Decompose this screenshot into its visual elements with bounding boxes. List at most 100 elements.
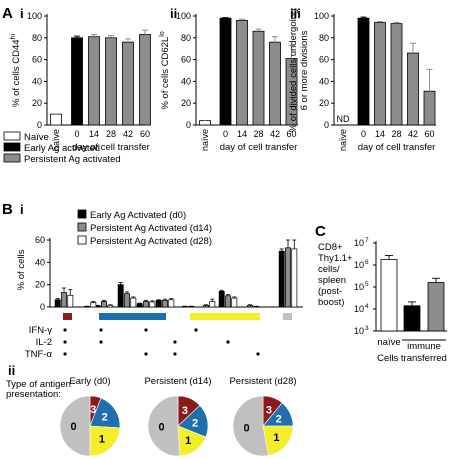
x-axis-label: Cells transferred [377, 353, 447, 364]
y-tick-label: 60 [32, 55, 42, 65]
row-label-2: TNF-α [25, 349, 53, 360]
sub-label-bii: ii [8, 363, 15, 378]
pie-title-1: Persistent (d14) [144, 376, 211, 387]
bar-2-7 [209, 301, 216, 308]
y-axis-label-main: % of cells CD44 [11, 39, 22, 107]
bar-0-4 [136, 303, 143, 308]
combo-dot [173, 352, 177, 356]
legend-b-label-1: Persistent Ag Activated (d14) [90, 223, 212, 234]
y-axis-label: CD8+ [318, 242, 343, 253]
y-tick-label: 20 [35, 280, 45, 290]
bar-14 [236, 19, 248, 126]
x-axis-label: day of cell transfer [358, 142, 436, 153]
y-axis-label: cells/ [318, 264, 340, 275]
bar-2-0 [67, 294, 74, 308]
combo-dot [99, 340, 103, 344]
y-tick-label: 10 [354, 260, 364, 270]
category-bar-1 [190, 313, 260, 320]
panel-label-a: A [2, 5, 13, 22]
y-tick-exp: 5 [365, 281, 369, 288]
pie-slice-0-1 [89, 425, 121, 457]
y-axis-label: % of cells [16, 249, 27, 290]
y-tick-label: 0 [324, 120, 329, 130]
bar-1-3 [124, 293, 130, 308]
x-tick-label: 14 [375, 129, 385, 139]
y-tick-exp: 4 [365, 303, 369, 310]
y-tick-base: 10 [354, 260, 364, 270]
x-tick-label: 14 [89, 129, 99, 139]
y-axis-label: (post- [318, 286, 342, 297]
x-tick-label: 42 [408, 129, 418, 139]
pie-label: 3 [182, 405, 188, 417]
y-tick-exp: 6 [365, 259, 369, 266]
bar-2-2 [107, 304, 114, 308]
x-tick-label: naïve [377, 337, 400, 348]
y-tick-label: 0 [37, 120, 42, 130]
y-tick-label: 60 [181, 55, 191, 65]
pie-label: 2 [192, 418, 198, 430]
y-tick-base: 10 [354, 304, 364, 314]
y-axis-label: boost) [318, 297, 344, 308]
bar-1-4 [143, 301, 149, 308]
y-axis-label-main: % of cells CD62L [160, 37, 171, 110]
y-tick-label: 40 [32, 76, 42, 86]
y-tick-label: 40 [35, 257, 45, 267]
pie-slice-0-2 [89, 397, 121, 429]
x-tick-label: 28 [391, 129, 401, 139]
combo-dot [63, 340, 67, 344]
legend-a-swatch-2 [3, 153, 21, 163]
legend-b-swatch-0 [77, 209, 87, 219]
bar-0 [357, 17, 370, 126]
y-tick-label: 60 [319, 55, 329, 65]
y-tick-label: 20 [181, 98, 191, 108]
pie-slice-1-0 [147, 395, 181, 457]
y-tick-label: 80 [32, 33, 42, 43]
y-tick-label: 20 [32, 98, 42, 108]
combo-dot [256, 352, 260, 356]
bar-1-5 [162, 299, 168, 308]
y-tick-label: 100 [176, 11, 191, 21]
y-tick-label: 100 [27, 11, 42, 21]
bar-2-1 [90, 302, 97, 308]
y-tick-label: 80 [181, 33, 191, 43]
y-tick-label: 60 [35, 235, 45, 245]
pie-label: 0 [158, 422, 164, 434]
y-tick-label: 80 [319, 33, 329, 43]
x-tick-label: naïve [51, 129, 61, 151]
pie-label: 1 [185, 435, 191, 447]
pie-slice-0-0 [59, 395, 91, 457]
group-label: immune [407, 341, 441, 352]
y-tick-label: 40 [319, 76, 329, 86]
y-tick-label: 10 [354, 304, 364, 314]
bar-42 [407, 52, 419, 126]
bar-0-3 [117, 284, 124, 308]
legend-b-label-2: Persistent Ag Activated (d28) [90, 236, 212, 247]
bar-1-2 [101, 301, 107, 308]
bar-42 [269, 41, 281, 126]
category-bar-3 [63, 313, 72, 320]
pie-label: 2 [276, 414, 282, 426]
y-axis-label-sup: lo [159, 31, 166, 37]
x-tick-label: 0 [74, 129, 79, 139]
y-axis-label: Thy1.1+ [318, 253, 353, 264]
bar-2-10 [291, 248, 298, 308]
bar-0-10 [278, 250, 285, 308]
x-tick-label: naïve [338, 129, 348, 151]
y-axis-label: spleen [318, 275, 346, 286]
nd-annotation: ND [337, 114, 350, 124]
bar-c-2 [427, 282, 445, 332]
bar-28 [390, 23, 403, 126]
bar-1-7 [203, 304, 209, 308]
pie-slice-2-0 [232, 395, 269, 457]
y-tick-label: 10 [354, 282, 364, 292]
x-tick-label: 60 [424, 129, 434, 139]
legend-a-label-2: Persistent Ag activated [24, 154, 121, 165]
y-tick-exp: 3 [365, 325, 369, 332]
bar-0 [71, 37, 83, 126]
panel-label-c: C [315, 223, 326, 240]
sub-label-bi: i [20, 202, 24, 217]
combo-dot [173, 340, 177, 344]
